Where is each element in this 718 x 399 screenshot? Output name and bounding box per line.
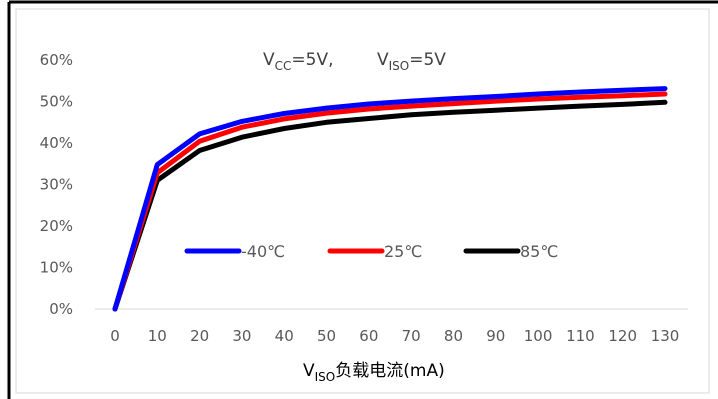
y-tick-label: 0% xyxy=(49,300,73,318)
x-tick-label: 50 xyxy=(317,327,336,345)
y-tick-label: 10% xyxy=(40,259,73,277)
x-axis-ticks: 0 10 20 30 40 50 60 70 80 90 100 110 120 130 xyxy=(110,327,679,345)
vcc-annotation: VCC=5V, xyxy=(263,50,334,73)
xlabel-rest: 负载电流(mA) xyxy=(335,361,444,381)
series-line-1 xyxy=(112,86,668,312)
x-tick-label: 40 xyxy=(275,327,294,345)
x-tick-label: 0 xyxy=(110,327,120,345)
y-tick-label: 30% xyxy=(40,176,73,194)
vcc-rest: =5V, xyxy=(291,50,333,70)
viso-sub: ISO xyxy=(389,59,410,73)
plot-frame xyxy=(15,8,710,394)
x-tick-label: 130 xyxy=(651,327,680,345)
y-axis-ticks: 0% 10% 20% 30% 40% 50% 60% xyxy=(40,51,73,318)
xlabel-sub: ISO xyxy=(315,370,336,384)
vcc-base: V xyxy=(263,50,275,70)
x-tick-label: 110 xyxy=(566,327,595,345)
vcc-sub: CC xyxy=(275,59,292,73)
legend: -40℃ 25℃ 85℃ xyxy=(184,242,558,261)
x-tick-label: 30 xyxy=(232,327,251,345)
viso-rest: =5V xyxy=(409,50,446,70)
legend-label-1: -40℃ xyxy=(241,242,285,261)
x-tick-label: 90 xyxy=(486,327,505,345)
x-tick-label: 10 xyxy=(148,327,167,345)
xlabel-base: V xyxy=(303,361,315,381)
x-tick-label: 60 xyxy=(359,327,378,345)
series-lines xyxy=(112,86,668,312)
legend-label-2: 25℃ xyxy=(384,242,422,261)
y-tick-label: 50% xyxy=(40,93,73,111)
x-tick-label: 80 xyxy=(444,327,463,345)
y-tick-label: 40% xyxy=(40,134,73,152)
y-tick-label: 20% xyxy=(40,217,73,235)
viso-base: V xyxy=(377,50,389,70)
series-line-2 xyxy=(112,91,668,312)
x-tick-label: 100 xyxy=(524,327,553,345)
legend-label-3: 85℃ xyxy=(520,242,558,261)
x-tick-label: 20 xyxy=(190,327,209,345)
viso-annotation: VISO=5V xyxy=(377,50,446,73)
x-axis-title: VISO负载电流(mA) xyxy=(303,361,445,384)
series-line-3 xyxy=(112,99,668,312)
x-tick-label: 120 xyxy=(608,327,637,345)
y-tick-label: 60% xyxy=(40,51,73,69)
x-tick-label: 70 xyxy=(402,327,421,345)
